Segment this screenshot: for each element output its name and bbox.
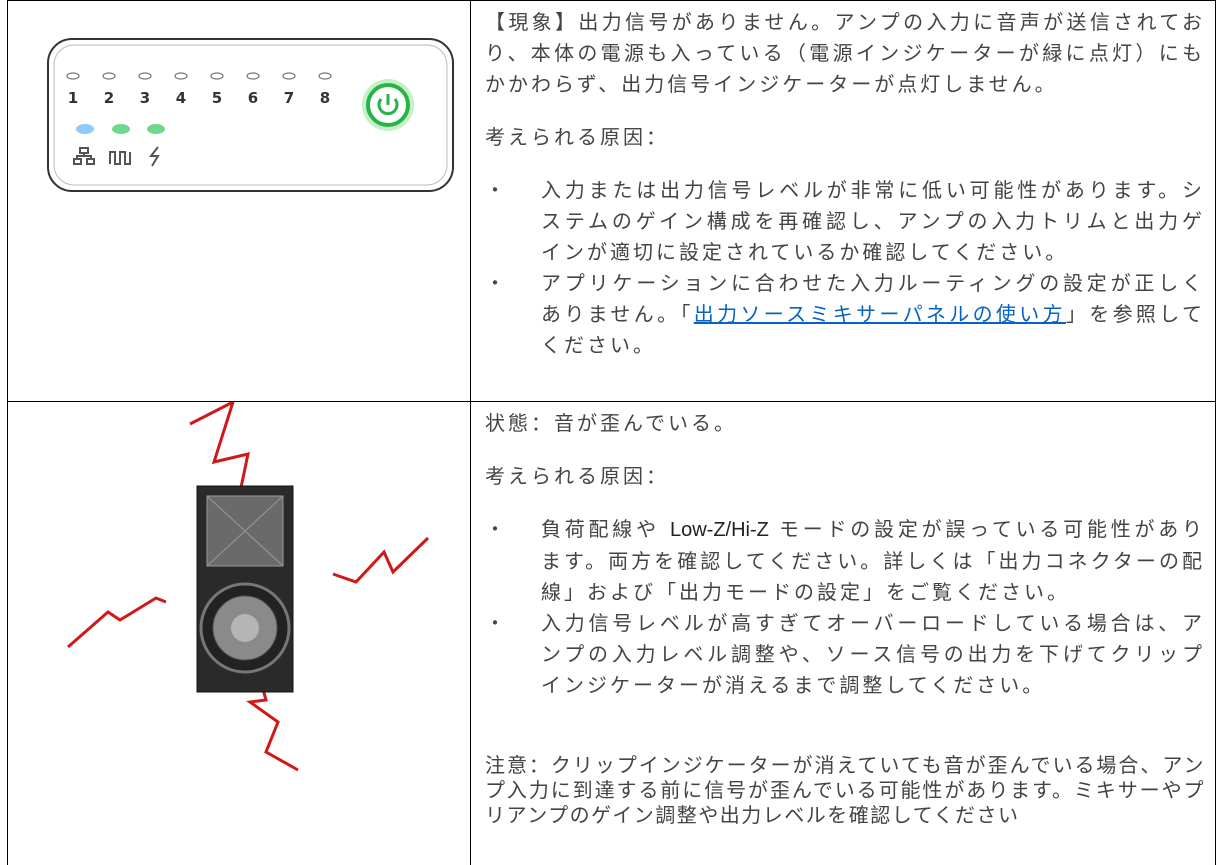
symptom: 状態：音が歪んでいる。 xyxy=(485,411,737,435)
text: アプリケーションに合わせた入力ルーティングの設定が正しくありません。「 xyxy=(541,271,1205,326)
device-panel-image: 1 2 3 4 5 6 7 8 xyxy=(47,38,454,192)
led xyxy=(102,72,116,80)
emphasis: Low-Z/Hi-Z xyxy=(669,519,769,541)
led xyxy=(318,72,332,80)
channel-number: 8 xyxy=(320,89,330,107)
power-icon xyxy=(377,98,399,116)
panel-body xyxy=(47,38,454,192)
status-icons xyxy=(73,146,160,167)
image-cell: 1 2 3 4 5 6 7 8 xyxy=(7,0,471,402)
symptom: 【現象】出力信号がありません。アンプの入力に音声が送信されており、本体の電源も入… xyxy=(485,10,1205,96)
led xyxy=(210,72,224,80)
channel-number: 7 xyxy=(284,89,294,107)
channel-number: 4 xyxy=(176,89,186,107)
led-green xyxy=(112,124,130,134)
speaker-image xyxy=(67,402,430,772)
led-green xyxy=(147,124,165,134)
led xyxy=(282,72,296,80)
vibration-lines xyxy=(67,402,430,772)
text: 」を参照してください。 xyxy=(541,302,1205,357)
image-cell xyxy=(7,401,471,865)
bullet: 負荷配線や Low-Z/Hi-Z モードの設定が誤っている可能性があります。両方… xyxy=(485,514,1205,608)
link[interactable]: 出力ソースミキサーパネルの使い方 xyxy=(693,302,1066,326)
horn-lines xyxy=(206,495,284,567)
causes-heading: 考えられる原因： xyxy=(485,125,669,149)
causes-heading: 考えられる原因： xyxy=(485,464,669,488)
panel-inner xyxy=(53,44,448,186)
text-cell: 【現象】出力信号がありません。アンプの入力に音声が送信されており、本体の電源も入… xyxy=(470,0,1216,402)
bullet: 入力または出力信号レベルが非常に低い可能性があります。システムのゲイン構成を再確… xyxy=(485,175,1205,268)
led xyxy=(174,72,188,80)
led xyxy=(138,72,152,80)
channel-number: 6 xyxy=(248,89,258,107)
text: 負荷配線や xyxy=(541,517,670,541)
text-cell: 状態：音が歪んでいる。 考えられる原因： 負荷配線や Low-Z/Hi-Z モー… xyxy=(470,401,1216,865)
led-blue xyxy=(76,124,94,134)
dust-cap xyxy=(231,614,259,642)
bullet: アプリケーションに合わせた入力ルーティングの設定が正しくありません。「出力ソース… xyxy=(485,268,1205,361)
led xyxy=(66,72,80,80)
channel-number: 5 xyxy=(212,89,222,107)
bullet: 入力信号レベルが高すぎてオーバーロードしている場合は、アンプの入力レベル調整や、… xyxy=(485,608,1205,701)
channel-number: 1 xyxy=(68,89,78,107)
channel-number: 3 xyxy=(140,89,150,107)
note: 注意：クリップインジケーターが消えていても音が歪んでいる場合、アンプ入力に到達す… xyxy=(485,753,1205,827)
channel-number: 2 xyxy=(104,89,114,107)
text: モードの設定が誤っている可能性があります。両方を確認してください。詳しくは「出力… xyxy=(541,517,1206,604)
led xyxy=(246,72,260,80)
